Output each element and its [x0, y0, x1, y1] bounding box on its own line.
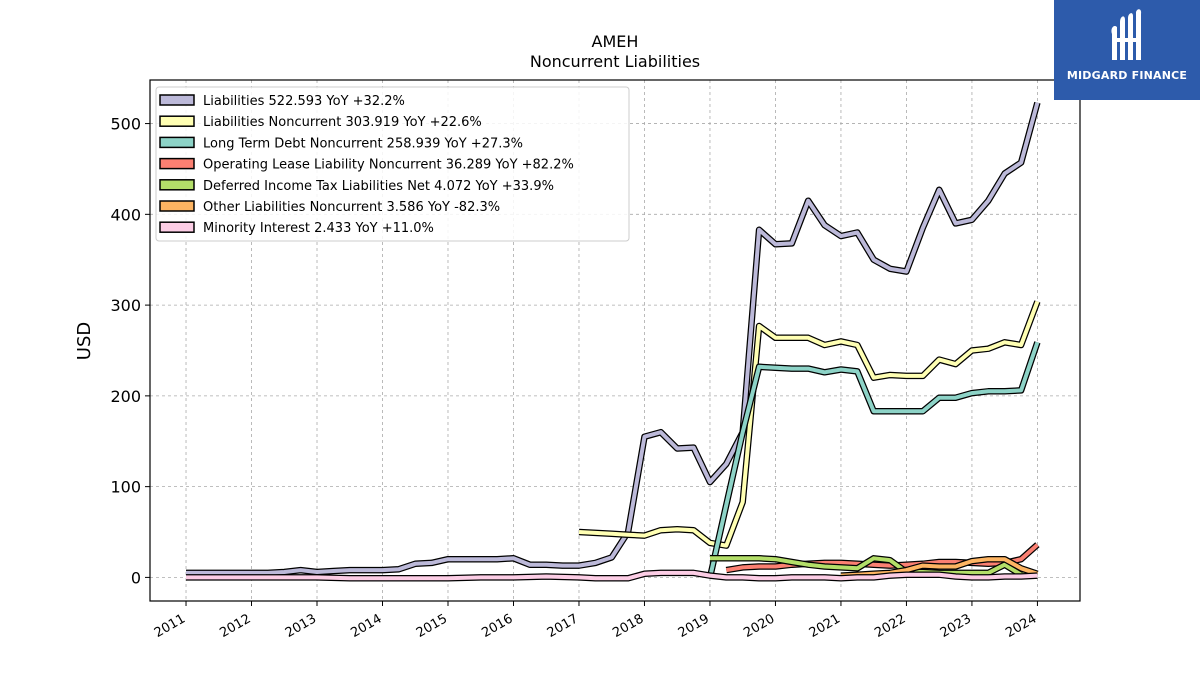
series-line-5	[840, 557, 1039, 578]
y-tick-label: 300	[110, 296, 141, 315]
x-tick-label: 2024	[1003, 611, 1039, 641]
series-line-0	[186, 102, 1040, 575]
legend-label: Minority Interest 2.433 YoY +11.0%	[203, 221, 434, 236]
legend-label: Operating Lease Liability Noncurrent 36.…	[203, 158, 574, 173]
x-tick-label: 2021	[807, 611, 843, 641]
legend-label: Liabilities Noncurrent 303.919 YoY +22.6…	[203, 115, 482, 130]
x-tick-label: 2016	[479, 611, 515, 641]
x-tick-label: 2017	[545, 611, 581, 641]
legend-swatch	[159, 136, 195, 149]
series-line-2	[708, 341, 1040, 578]
midgard-logo-icon	[1111, 9, 1142, 61]
series-line-1	[578, 300, 1040, 548]
x-tick-label: 2022	[872, 611, 908, 641]
legend-label: Long Term Debt Noncurrent 258.939 YoY +2…	[203, 136, 523, 151]
legend-label: Deferred Income Tax Liabilities Net 4.07…	[203, 179, 554, 194]
y-tick-label: 500	[110, 115, 141, 134]
series-line-4	[710, 556, 1038, 577]
legend-swatch	[159, 115, 195, 127]
legend-swatch	[159, 94, 195, 106]
x-tick-label: 2023	[938, 611, 974, 641]
brand-name: MIDGARD FINANCE	[1066, 69, 1188, 82]
legend-label: Other Liabilities Noncurrent 3.586 YoY -…	[203, 200, 500, 215]
x-axis: 2011 2012 2013 2014 2015 2016 2017 2018 2019 2020…	[152, 601, 1039, 641]
brand-logo: MIDGARD FINANCE	[1054, 0, 1200, 100]
x-tick-label: 2012	[217, 611, 253, 641]
legend-swatch	[159, 179, 195, 191]
y-axis-label: USD	[74, 322, 95, 360]
x-tick-label: 2020	[741, 611, 777, 641]
y-tick-label: 100	[110, 478, 141, 497]
x-tick-label: 2015	[414, 611, 450, 641]
x-tick-label: 2014	[348, 611, 384, 641]
legend-label: Liabilities 522.593 YoY +32.2%	[203, 94, 405, 109]
x-tick-label: 2018	[610, 611, 646, 641]
chart-subtitle: Noncurrent Liabilities	[530, 52, 700, 71]
series-line-3	[725, 543, 1039, 573]
legend-swatch	[159, 157, 195, 170]
legend-swatch	[159, 200, 195, 212]
y-tick-label: 200	[110, 387, 141, 406]
y-tick-label: 400	[110, 205, 141, 224]
plot-frame	[149, 79, 1081, 602]
x-tick-label: 2011	[152, 611, 188, 641]
x-tick-label: 2019	[676, 611, 712, 641]
y-tick-label: 0	[131, 568, 141, 587]
series-lines	[186, 101, 1041, 582]
x-tick-label: 2013	[283, 611, 319, 641]
legend-frame	[155, 86, 630, 242]
y-axis: 0 100 200 300 400 500	[110, 115, 150, 587]
series-line-6	[186, 570, 1038, 581]
chart-title: AMEH	[592, 32, 639, 51]
legend-swatch	[159, 221, 195, 233]
legend: Liabilities 522.593 YoY +32.2% Liabilitie…	[155, 86, 630, 242]
